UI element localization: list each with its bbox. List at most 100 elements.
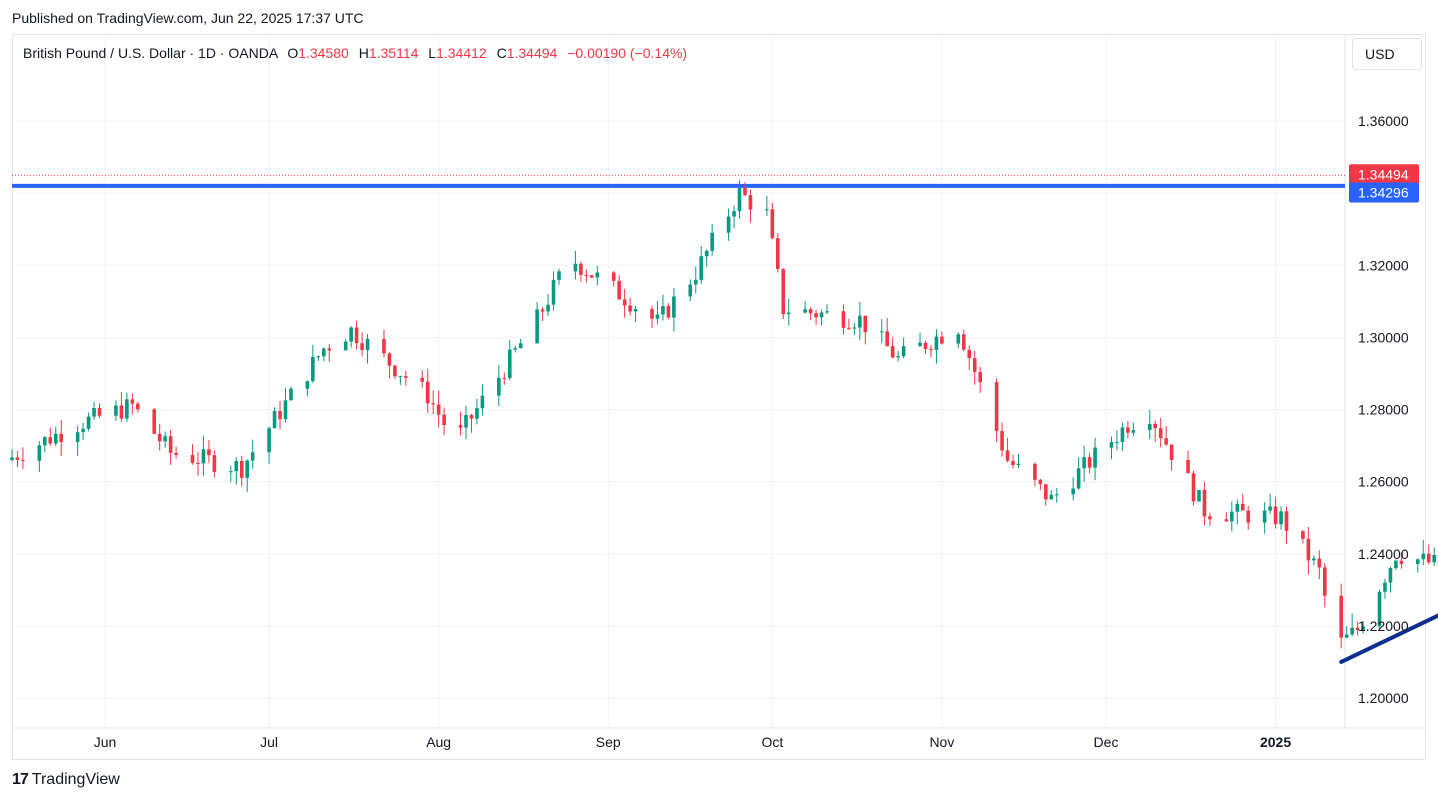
candle-body xyxy=(628,305,632,312)
x-tick-label: Dec xyxy=(1094,734,1119,750)
footer-brand[interactable]: 17 TradingView xyxy=(12,771,120,789)
price-tag-label: 1.34494 xyxy=(1358,166,1409,182)
price-tag-label: 1.34296 xyxy=(1358,184,1409,200)
close-value: 1.34494 xyxy=(506,45,558,61)
y-tick-label: 1.30000 xyxy=(1358,329,1409,345)
candle-body xyxy=(688,284,693,297)
candle-body xyxy=(196,462,200,464)
candle-body xyxy=(398,376,403,378)
candle-body xyxy=(513,348,518,350)
low-label: L xyxy=(428,45,437,61)
candle-body xyxy=(114,405,118,416)
candle-body xyxy=(743,187,747,196)
candle-body xyxy=(819,312,824,318)
candle-body xyxy=(86,416,91,429)
candle-body xyxy=(1273,506,1278,525)
candle-body xyxy=(1312,558,1316,561)
candle-body xyxy=(573,263,578,272)
candle-body xyxy=(393,365,397,377)
candle-body xyxy=(174,452,178,455)
candle-body xyxy=(229,471,233,473)
candle-body xyxy=(458,425,463,428)
candle-body xyxy=(923,342,928,350)
candle-body xyxy=(1246,510,1251,523)
candle-body xyxy=(234,460,239,472)
candle-body xyxy=(48,437,53,444)
y-tick-label: 1.32000 xyxy=(1358,257,1409,273)
candle-body xyxy=(825,311,829,313)
candle-body xyxy=(879,331,884,333)
candle-body xyxy=(136,403,140,410)
candle-body xyxy=(956,334,961,344)
candle-body xyxy=(770,209,775,239)
candle-body xyxy=(622,299,627,306)
y-tick-label: 1.20000 xyxy=(1358,690,1409,706)
candle-body xyxy=(1016,463,1021,466)
candle-body xyxy=(934,336,939,351)
candle-body xyxy=(311,356,315,382)
candle-body xyxy=(464,415,468,428)
candle-body xyxy=(1421,553,1426,560)
candle-body xyxy=(693,279,698,285)
candle-body xyxy=(672,296,676,318)
candle-body xyxy=(940,336,944,344)
candle-body xyxy=(250,452,255,461)
candle-body xyxy=(190,454,195,463)
candle-body xyxy=(1087,457,1092,468)
candle-body xyxy=(81,428,85,433)
candle-body xyxy=(404,376,408,378)
candle-body xyxy=(557,271,561,280)
candle-body xyxy=(584,274,589,276)
candle-body xyxy=(1038,479,1043,485)
candle-body xyxy=(157,433,162,442)
x-tick-label: Nov xyxy=(929,734,954,750)
candle-body xyxy=(382,338,386,354)
candle-body xyxy=(272,411,277,429)
candle-body xyxy=(1262,510,1267,523)
candle-body xyxy=(1284,511,1289,531)
low-value: 1.34412 xyxy=(436,45,487,61)
candle-body xyxy=(239,460,244,478)
candle-body xyxy=(967,349,972,359)
candle-body xyxy=(497,377,501,396)
candle-body xyxy=(896,356,900,358)
candle-body xyxy=(1186,459,1190,474)
y-tick-label: 1.24000 xyxy=(1358,546,1409,562)
symbol-legend: British Pound / U.S. Dollar · 1D · OANDA… xyxy=(23,45,687,61)
candle-body xyxy=(1224,519,1229,522)
candle-body xyxy=(163,436,167,442)
candle-body xyxy=(579,263,583,275)
candle-body xyxy=(1093,447,1097,468)
y-tick-label: 1.26000 xyxy=(1358,474,1409,490)
candle-body xyxy=(201,449,206,464)
candle-body xyxy=(633,308,638,312)
y-tick-label: 1.36000 xyxy=(1358,113,1409,129)
candle-body xyxy=(125,399,129,419)
candle-body xyxy=(425,381,430,404)
candle-body xyxy=(59,433,64,442)
candle-body xyxy=(1071,488,1075,495)
candle-body xyxy=(53,433,58,444)
candle-body xyxy=(245,460,250,478)
candle-body xyxy=(1432,554,1436,563)
candle-body xyxy=(436,404,441,415)
candle-body xyxy=(885,331,889,347)
candle-body xyxy=(1383,582,1387,592)
candle-body xyxy=(1115,441,1119,443)
candle-body xyxy=(1147,423,1152,431)
candle-body xyxy=(75,432,80,442)
candle-body xyxy=(37,445,42,461)
candle-body xyxy=(387,353,392,366)
candle-body xyxy=(21,459,25,461)
currency-button[interactable]: USD xyxy=(1352,38,1422,70)
candle-body xyxy=(776,238,780,269)
candle-body xyxy=(1169,444,1174,460)
y-tick-label: 1.22000 xyxy=(1358,618,1409,634)
candle-body xyxy=(732,211,736,217)
candle-body xyxy=(814,313,818,318)
candle-body xyxy=(267,428,271,453)
candle-body xyxy=(994,382,999,432)
candle-body xyxy=(1208,516,1212,520)
main-trendline xyxy=(1339,613,1438,664)
